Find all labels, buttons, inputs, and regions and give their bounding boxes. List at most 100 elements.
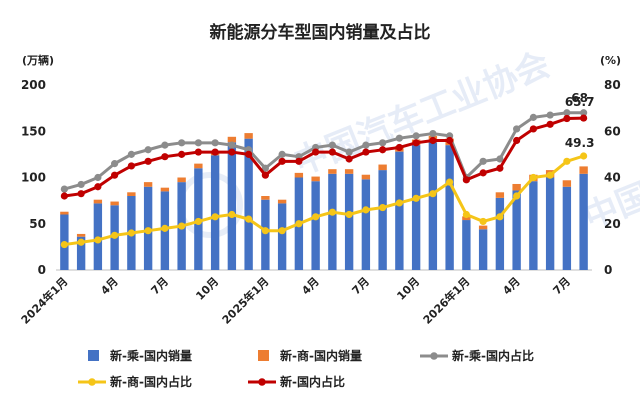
line-point [446, 136, 454, 145]
bar [395, 151, 404, 270]
bar [478, 229, 488, 270]
line-point [395, 143, 403, 152]
y-left-tick-label: 50 [29, 217, 46, 231]
legend-swatch-marker [430, 352, 438, 360]
line-point [60, 192, 68, 200]
line-point [395, 199, 403, 207]
line-point [479, 169, 487, 177]
legend-item: 新-国内占比 [248, 374, 345, 389]
line-point [412, 194, 420, 202]
y-right-tick-label: 0 [604, 263, 612, 277]
line-point [161, 153, 169, 161]
line-point [278, 150, 286, 158]
bar [562, 186, 572, 270]
bar [311, 176, 320, 182]
line-point [144, 227, 152, 235]
bar [261, 199, 270, 270]
line-point [194, 217, 202, 226]
line-point [60, 240, 68, 249]
x-tick-label: 2025年1月 [219, 274, 272, 327]
bar [378, 164, 387, 171]
line-point [312, 148, 320, 156]
line-point [211, 213, 219, 221]
x-tick-label: 2024年1月 [18, 274, 71, 327]
line-point [580, 152, 588, 160]
line-point [94, 183, 102, 191]
x-tick-label: 7月 [149, 275, 171, 297]
legend-item: 新-乘-国内销量 [88, 348, 192, 363]
line-point [111, 231, 119, 239]
bar [579, 173, 588, 270]
line-point [144, 146, 152, 154]
bar [160, 187, 170, 192]
legend-label: 新-乘-国内销量 [110, 348, 192, 363]
line-point [295, 220, 303, 228]
line-point [580, 109, 588, 117]
line-point [479, 217, 487, 226]
line-point [295, 157, 303, 165]
x-tick-label: 10月 [394, 275, 422, 303]
chart-title: 新能源分车型国内销量及占比 [210, 22, 431, 43]
line-point [60, 185, 68, 193]
bar [194, 163, 203, 169]
legend-swatch-marker [88, 378, 96, 386]
line-point [328, 208, 336, 216]
bar [344, 169, 354, 174]
x-tick-label: 7月 [350, 275, 372, 297]
line-point [546, 120, 554, 128]
line-point [479, 157, 487, 165]
bar [579, 166, 588, 174]
line-point [429, 136, 437, 145]
line-point [261, 171, 269, 179]
y-right-tick-label: 60 [604, 124, 621, 138]
x-tick-label: 10月 [193, 275, 221, 303]
line-point [429, 190, 437, 198]
line-point [362, 148, 370, 156]
line-point [178, 139, 186, 147]
line-point [345, 155, 353, 163]
line-point [261, 227, 269, 235]
line-point [462, 210, 470, 219]
line-point [161, 224, 169, 232]
bar [328, 169, 337, 174]
legend-swatch-marker [258, 378, 266, 386]
bar [512, 190, 521, 270]
bar [495, 192, 505, 198]
bar [277, 199, 287, 204]
bar [177, 177, 186, 183]
bar [361, 179, 371, 270]
bar [261, 196, 270, 200]
legend-label: 新-商-国内占比 [110, 374, 192, 389]
line-point [412, 132, 420, 140]
bar [411, 145, 421, 270]
line-point [312, 213, 320, 221]
x-tick-label: 7月 [551, 275, 573, 297]
x-tick-label: 4月 [500, 275, 522, 297]
line-point [228, 141, 236, 149]
line-point [161, 141, 169, 149]
line-point [278, 227, 286, 235]
y-right-tick-label: 20 [604, 217, 621, 231]
line-point [144, 157, 152, 165]
bar [244, 133, 253, 139]
bar [60, 211, 69, 215]
line-point [211, 148, 219, 156]
line-point [211, 139, 219, 147]
line-point [245, 215, 253, 223]
bar [110, 201, 119, 206]
bar [227, 142, 237, 270]
y-right-tick-label: 80 [604, 78, 621, 92]
line-point [111, 160, 119, 168]
line-point [127, 229, 135, 237]
line-point [513, 125, 521, 133]
bar [143, 182, 153, 187]
bar [545, 177, 555, 270]
x-tick-label: 2026年1月 [420, 274, 473, 327]
line-point [77, 190, 85, 198]
line-point [261, 164, 269, 172]
line-point [127, 162, 135, 170]
line-point [278, 157, 286, 165]
bar [210, 155, 220, 270]
